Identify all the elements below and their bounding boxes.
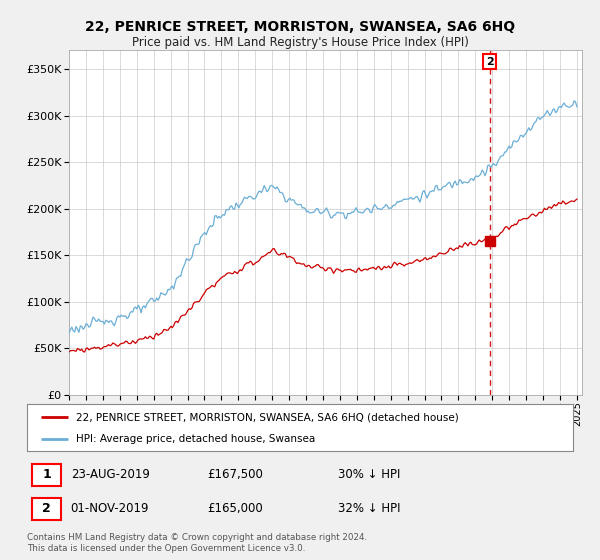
Text: Contains HM Land Registry data © Crown copyright and database right 2024.
This d: Contains HM Land Registry data © Crown c… <box>27 533 367 553</box>
Bar <box>32 464 61 486</box>
Text: 23-AUG-2019: 23-AUG-2019 <box>71 468 149 481</box>
Text: £167,500: £167,500 <box>207 468 263 481</box>
Text: 1: 1 <box>42 468 51 481</box>
Text: 01-NOV-2019: 01-NOV-2019 <box>71 502 149 515</box>
Text: HPI: Average price, detached house, Swansea: HPI: Average price, detached house, Swan… <box>76 434 316 444</box>
Text: 32% ↓ HPI: 32% ↓ HPI <box>338 502 401 515</box>
Text: 22, PENRICE STREET, MORRISTON, SWANSEA, SA6 6HQ: 22, PENRICE STREET, MORRISTON, SWANSEA, … <box>85 20 515 34</box>
Text: 22, PENRICE STREET, MORRISTON, SWANSEA, SA6 6HQ (detached house): 22, PENRICE STREET, MORRISTON, SWANSEA, … <box>76 412 459 422</box>
Text: 30% ↓ HPI: 30% ↓ HPI <box>338 468 401 481</box>
Bar <box>32 498 61 520</box>
Text: £165,000: £165,000 <box>207 502 263 515</box>
Text: 2: 2 <box>485 57 493 67</box>
Text: Price paid vs. HM Land Registry's House Price Index (HPI): Price paid vs. HM Land Registry's House … <box>131 36 469 49</box>
Text: 2: 2 <box>42 502 51 515</box>
